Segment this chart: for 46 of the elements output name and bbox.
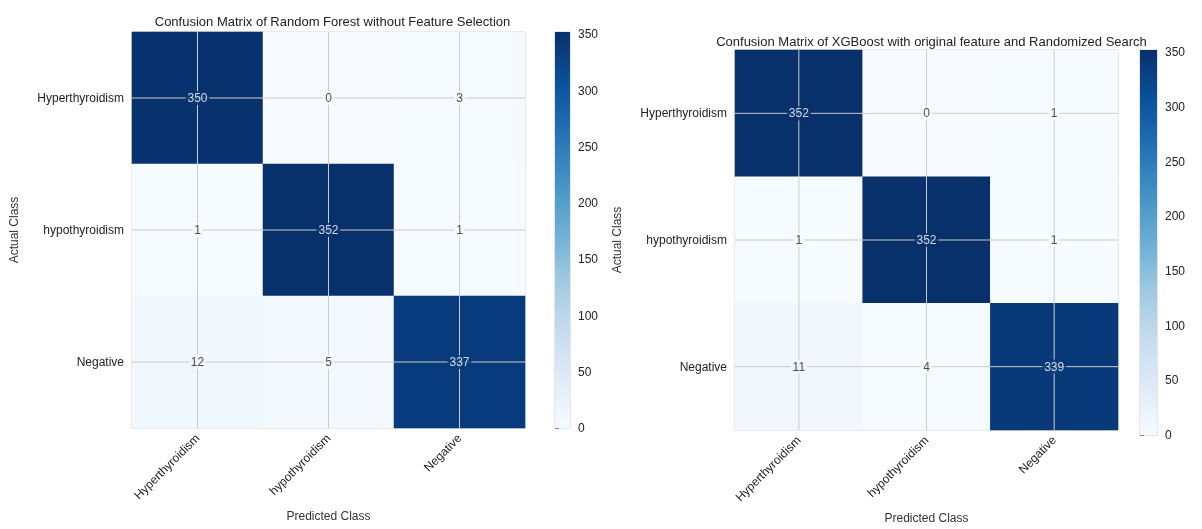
color-bar-label: 0	[577, 421, 585, 435]
chart-title: Confusion Matrix of Random Forest without Feature Selection	[154, 14, 511, 29]
color-bar-label: 200	[1165, 209, 1186, 224]
data-label: 1	[194, 223, 202, 237]
data-label: 352	[788, 106, 810, 121]
y-tick-label: Hyperthyroidism	[37, 91, 124, 105]
data-label: 1	[456, 223, 464, 237]
data-label: 339	[1044, 359, 1065, 374]
color-bar-label: 200	[577, 196, 599, 210]
color-bar-label: 100	[1165, 318, 1186, 333]
y-tick-label: Negative	[76, 355, 125, 369]
data-label: 3	[456, 91, 464, 105]
color-bar-label: 300	[577, 83, 599, 98]
y-tick-label: Negative	[679, 359, 728, 374]
color-bar-label: 350	[1165, 45, 1186, 60]
data-label: 11	[792, 359, 806, 374]
y-axis-title: Actual Class	[7, 196, 21, 264]
color-bar-label: 0	[1165, 428, 1172, 442]
data-label: 1	[795, 233, 803, 247]
data-label: 352	[318, 223, 339, 237]
color-bar-label: 150	[1165, 263, 1186, 278]
x-axis-title: Predicted Class	[286, 509, 371, 523]
color-bar-label: 50	[1165, 373, 1179, 388]
data-label: 1	[1050, 106, 1058, 121]
data-label: 5	[325, 355, 333, 369]
data-label: 337	[449, 355, 470, 369]
color-bar-label: 350	[577, 27, 599, 42]
data-label: 12	[190, 355, 205, 369]
color-bar-label: 300	[1165, 99, 1186, 114]
y-axis-title: Actual Class	[610, 206, 624, 274]
y-tick-label: hypothyroidism	[43, 223, 124, 237]
chart-title: Confusion Matrix of XGBoost with original feature and Randomized Search	[716, 34, 1147, 49]
color-bar-label: 250	[1165, 154, 1186, 169]
color-bar-label: 100	[577, 308, 599, 323]
y-tick-label: Hyperthyroidism	[640, 106, 727, 121]
data-label: 350	[187, 91, 208, 105]
x-axis-title: Predicted Class	[884, 511, 969, 525]
data-label: 4	[923, 359, 931, 374]
data-label: 352	[916, 233, 937, 247]
data-label: 0	[923, 106, 931, 121]
data-label: 0	[325, 91, 333, 105]
y-tick-label: hypothyroidism	[646, 233, 727, 247]
color-bar-label: 50	[577, 364, 592, 379]
data-label: 1	[1050, 233, 1058, 247]
color-bar-label: 250	[577, 139, 599, 154]
color-bar-label: 150	[577, 252, 599, 267]
